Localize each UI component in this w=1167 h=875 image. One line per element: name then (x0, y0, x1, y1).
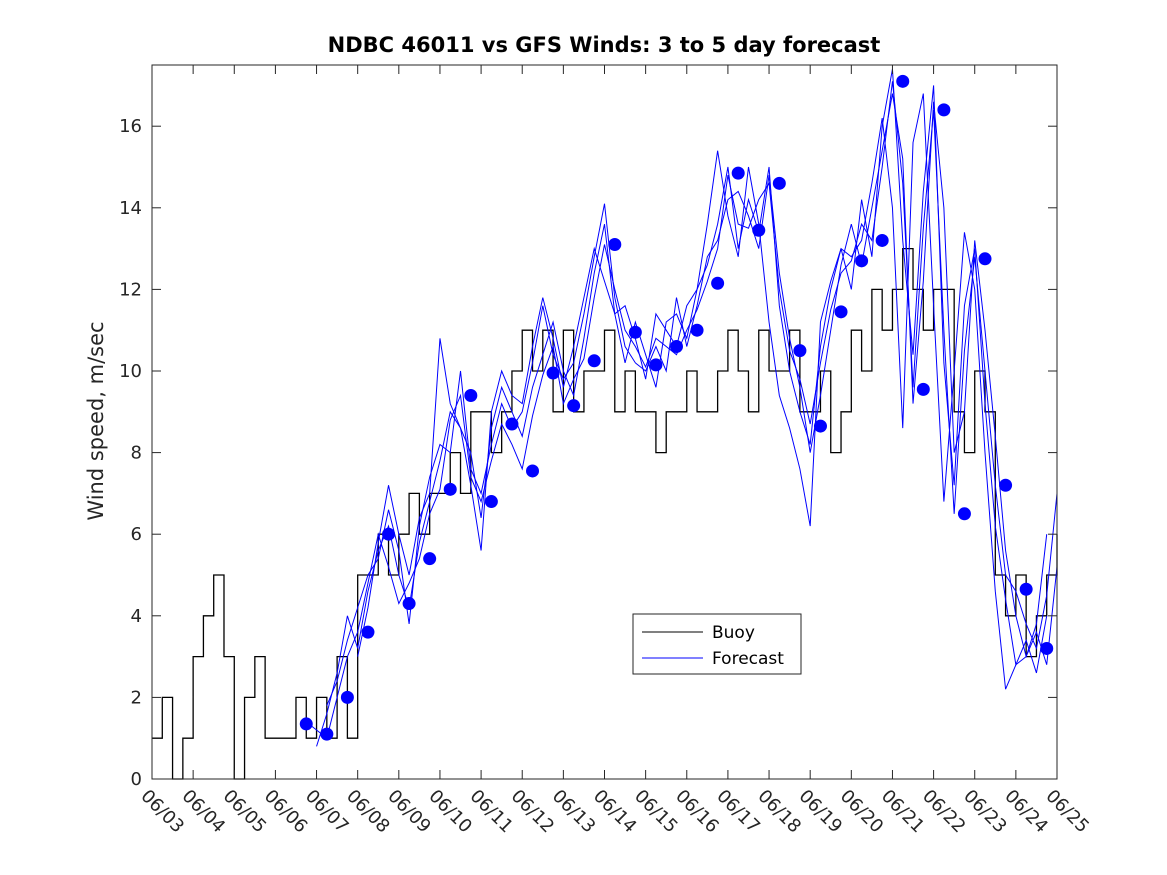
plot-area-frame (151, 64, 1058, 780)
x-tick-label: 06/18 (754, 786, 806, 838)
y-tick-label: 2 (131, 687, 142, 708)
legend: Buoy Forecast (632, 613, 802, 675)
forecast-marker (443, 482, 457, 496)
forecast-marker (711, 276, 725, 290)
y-tick-label: 0 (131, 769, 142, 790)
y-tick-label: 14 (119, 198, 142, 219)
forecast-marker (752, 223, 766, 237)
x-tick-label: 06/21 (877, 786, 929, 838)
forecast-marker (793, 344, 807, 358)
forecast-marker (957, 507, 971, 521)
legend-box (632, 613, 802, 675)
y-tick-label: 8 (131, 443, 142, 464)
forecast-marker (464, 388, 478, 402)
x-tick-label: 06/22 (918, 786, 970, 838)
forecast-marker (484, 495, 498, 509)
forecast-marker (423, 552, 437, 566)
x-tick-label: 06/16 (671, 786, 723, 838)
forecast-marker (402, 597, 416, 611)
y-tick-label: 16 (119, 116, 142, 137)
forecast-marker (361, 625, 375, 639)
x-tick-label: 06/14 (589, 786, 641, 838)
forecast-marker (526, 464, 540, 478)
x-tick-label: 06/06 (260, 786, 312, 838)
x-tick-label: 06/19 (795, 786, 847, 838)
x-tick-label: 06/07 (301, 786, 353, 838)
y-ticks: 0 2 4 6 8 10 12 14 16 (119, 116, 1057, 790)
x-tick-label: 06/09 (383, 786, 435, 838)
forecast-marker (855, 254, 869, 268)
forecast-marker (999, 478, 1013, 492)
x-tick-label: 06/15 (630, 786, 682, 838)
legend-forecast-label: Forecast (712, 649, 784, 669)
x-tick-label: 06/24 (1000, 786, 1052, 838)
forecast-marker (505, 417, 519, 431)
forecast-marker (772, 176, 786, 190)
forecast-marker (669, 340, 683, 354)
forecast-marker (937, 103, 951, 117)
forecast-marker (731, 166, 745, 180)
x-tick-label: 06/17 (712, 786, 764, 838)
y-axis-label: Wind speed, m/sec (84, 321, 108, 520)
x-tick-label: 06/05 (219, 786, 271, 838)
y-tick-label: 10 (119, 361, 142, 382)
forecast-marker (896, 74, 910, 88)
forecast-marker (813, 419, 827, 433)
forecast-marker (916, 382, 930, 396)
forecast-marker (567, 399, 581, 413)
forecast-marker (649, 358, 663, 372)
x-tick-label: 06/03 (136, 786, 188, 838)
x-tick-label: 06/12 (507, 786, 559, 838)
x-tick-label: 06/23 (959, 786, 1011, 838)
buoy-line (152, 247, 1058, 780)
chart-title: NDBC 46011 vs GFS Winds: 3 to 5 day fore… (328, 33, 881, 57)
x-ticks: 06/0306/0406/0506/0606/0706/0806/0906/10… (136, 65, 1093, 837)
forecast-marker (875, 233, 889, 247)
forecast-marker (587, 354, 601, 368)
x-tick-label: 06/10 (424, 786, 476, 838)
forecast-line-4 (357, 93, 1048, 690)
y-tick-label: 6 (131, 524, 142, 545)
forecast-marker (320, 727, 334, 741)
forecast-line-3 (326, 93, 1058, 706)
axes (151, 64, 1058, 780)
x-tick-label: 06/20 (836, 786, 888, 838)
x-tick-label: 06/08 (342, 786, 394, 838)
y-tick-label: 12 (119, 279, 142, 300)
x-tick-label: 06/25 (1041, 786, 1093, 838)
forecast-marker (834, 305, 848, 319)
forecast-marker (546, 366, 560, 380)
forecast-marker (1019, 582, 1033, 596)
x-tick-label: 06/11 (466, 786, 518, 838)
forecast-marker (628, 325, 642, 339)
forecast-marker (978, 252, 992, 266)
x-tick-label: 06/13 (548, 786, 600, 838)
y-tick-label: 4 (131, 606, 142, 627)
forecast-marker (382, 527, 396, 541)
forecast-marker (340, 690, 354, 704)
x-tick-label: 06/04 (178, 786, 230, 838)
legend-buoy-label: Buoy (712, 623, 755, 643)
forecast-marker (608, 238, 622, 252)
plot-series (152, 68, 1058, 780)
forecast-marker (299, 717, 313, 731)
forecast-marker (690, 323, 704, 337)
forecast-marker (1040, 641, 1054, 655)
